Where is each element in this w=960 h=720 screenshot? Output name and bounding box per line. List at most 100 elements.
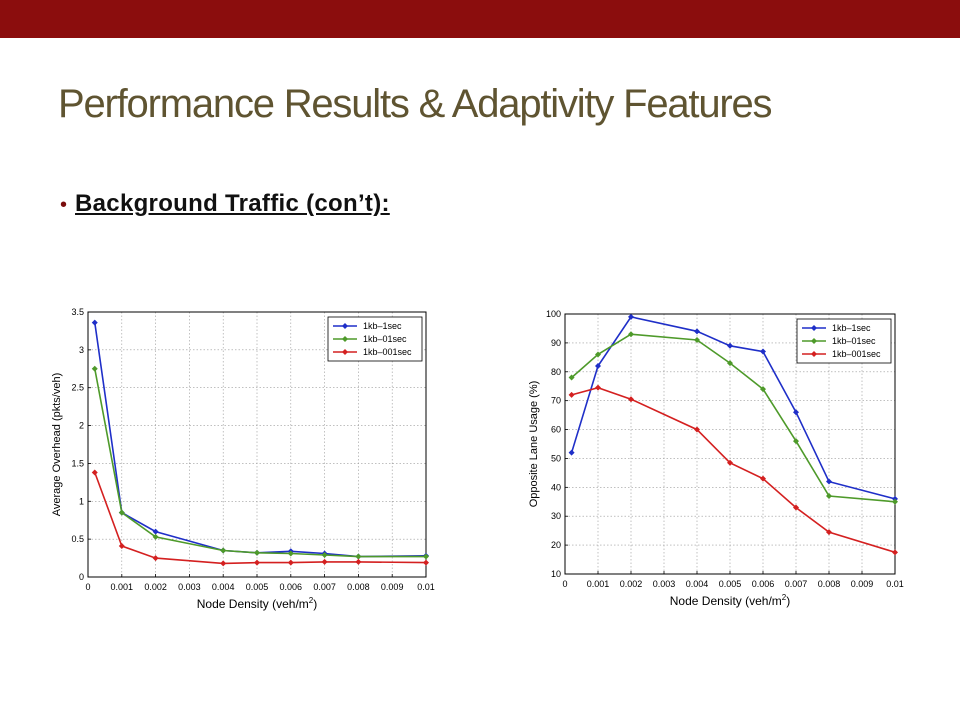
series-point-2 (793, 504, 799, 511)
x-tick-label: 0 (85, 582, 90, 592)
legend-swatch-marker (811, 351, 817, 357)
series-point-1 (118, 509, 125, 516)
overhead-chart: 0 0.001 0.002 0.003 0.004 0.005 0.006 0.007 0.00… (51, 307, 435, 611)
x-tick-label: 0.001 (587, 579, 610, 589)
x-tick-label: 0.004 (686, 579, 709, 589)
plot-frame (564, 313, 896, 575)
series-point-2 (892, 549, 898, 556)
series-point-0 (727, 342, 733, 349)
top-accent-bar (0, 0, 960, 38)
x-axis-label: Node Density (veh/m2) (670, 593, 791, 608)
series-point-0 (793, 409, 799, 416)
series-point-2 (423, 559, 429, 566)
series-point-0 (760, 348, 766, 355)
y-tick-label: 70 (551, 396, 561, 406)
series-point-1 (220, 547, 227, 554)
lane-usage-chart: 0 0.001 0.002 0.003 0.004 0.005 0.006 0.007 0.00… (528, 309, 904, 608)
series-point-2 (91, 469, 98, 476)
x-tick-label: 0.003 (178, 582, 201, 592)
legend-label: 1kb–001sec (363, 347, 412, 357)
y-tick-label: 2.5 (71, 383, 84, 393)
series-point-0 (628, 313, 634, 320)
legend-label: 1kb–1sec (363, 321, 402, 331)
series-point-0 (152, 528, 159, 535)
legend: 1kb–1sec 1kb–01sec 1kb–001sec (327, 316, 423, 362)
bullet-dot-icon: • (60, 194, 68, 216)
legend-swatch-marker (811, 338, 817, 344)
y-tick-label: 60 (551, 425, 561, 435)
series-point-0 (91, 319, 98, 326)
y-tick-label: 1 (79, 496, 84, 506)
legend: 1kb–1sec 1kb–01sec 1kb–001sec (796, 318, 892, 364)
x-tick-label: 0.005 (246, 582, 269, 592)
series-point-0 (568, 449, 575, 456)
x-tick-label: 0.002 (144, 582, 167, 592)
series-point-1 (91, 365, 98, 372)
x-tick-label: 0.007 (313, 582, 336, 592)
series-point-2 (220, 560, 227, 567)
series-point-1 (628, 331, 634, 338)
series-point-1 (694, 337, 700, 343)
series-point-0 (595, 363, 601, 369)
x-tick-label: 0.002 (620, 579, 643, 589)
series-point-1 (568, 374, 575, 381)
x-tick-label: 0.006 (280, 582, 303, 592)
series-point-0 (826, 478, 832, 485)
series-point-0 (694, 328, 700, 335)
series-point-1 (152, 533, 159, 540)
series-point-2 (118, 542, 125, 549)
y-tick-label: 3 (79, 345, 84, 355)
y-tick-label: 90 (551, 338, 561, 348)
legend-label: 1kb–01sec (363, 334, 407, 344)
x-tick-label: 0.001 (111, 582, 134, 592)
x-tick-label: 0.009 (381, 582, 404, 592)
series-point-1 (355, 553, 362, 560)
y-axis-label: Opposite Lane Usage (%) (528, 381, 540, 508)
y-tick-label: 0 (79, 572, 84, 582)
series-point-2 (760, 475, 766, 482)
y-tick-label: 0.5 (71, 534, 84, 544)
y-tick-label: 100 (546, 309, 561, 319)
x-tick-label: 0 (562, 579, 567, 589)
legend-label: 1kb–001sec (832, 349, 881, 359)
y-tick-label: 10 (551, 569, 561, 579)
series-point-2 (727, 459, 733, 466)
series-point-2 (595, 384, 601, 391)
y-tick-label: 30 (551, 511, 561, 521)
series-point-2 (694, 426, 700, 433)
series-point-1 (826, 493, 832, 499)
series-point-2 (254, 559, 260, 566)
series-point-1 (727, 360, 733, 367)
slide-title: Performance Results & Adaptivity Feature… (58, 82, 773, 126)
x-tick-label: 0.008 (818, 579, 841, 589)
legend-swatch-marker (811, 325, 817, 331)
x-tick-label: 0.01 (417, 582, 435, 592)
x-tick-label: 0.006 (752, 579, 775, 589)
x-tick-label: 0.005 (719, 579, 742, 589)
series-point-2 (355, 558, 362, 565)
x-tick-label: 0.003 (653, 579, 676, 589)
series-point-2 (628, 396, 634, 403)
series-point-1 (793, 438, 799, 445)
x-tick-label: 0.004 (212, 582, 235, 592)
legend-label: 1kb–1sec (832, 323, 871, 333)
series-point-1 (287, 550, 294, 557)
y-tick-label: 80 (551, 367, 561, 377)
y-tick-label: 20 (551, 540, 561, 550)
legend-swatch-marker (342, 336, 348, 342)
y-tick-label: 3.5 (71, 307, 84, 317)
y-tick-label: 50 (551, 453, 561, 463)
y-tick-label: 2 (79, 421, 84, 431)
x-tick-label: 0.007 (785, 579, 808, 589)
series-point-1 (892, 498, 898, 505)
plot-frame (87, 311, 427, 578)
x-tick-label: 0.01 (886, 579, 904, 589)
y-tick-label: 40 (551, 482, 561, 492)
series-point-1 (423, 553, 429, 560)
x-axis-label: Node Density (veh/m2) (197, 596, 318, 611)
series-point-2 (152, 555, 159, 562)
x-tick-label: 0.008 (347, 582, 370, 592)
series-point-2 (826, 529, 832, 536)
bullet-item: • Background Traffic (con’t): (60, 190, 390, 218)
y-axis-label: Average Overhead (pkts/veh) (51, 373, 63, 516)
